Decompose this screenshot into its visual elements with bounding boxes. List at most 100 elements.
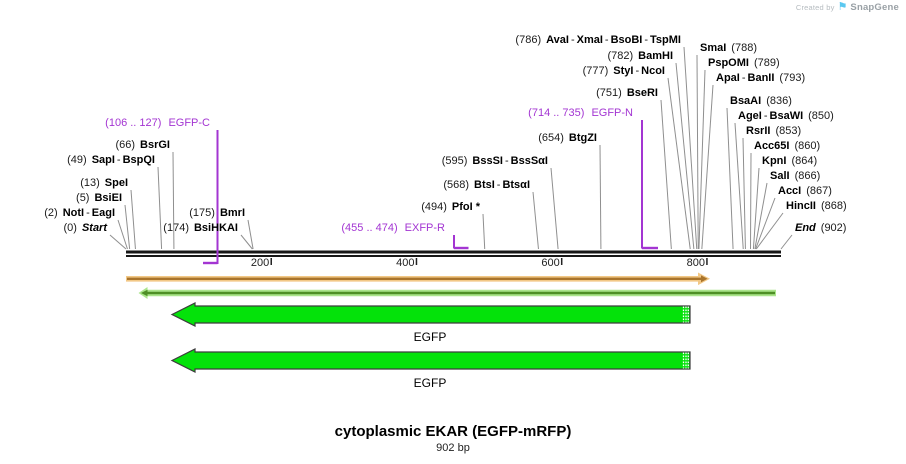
enzyme-label-RsrII[interactable]: RsrII (853): [746, 125, 801, 138]
egfp-feature-arrow-2[interactable]: [170, 348, 691, 373]
enzyme-label-BssSI-BssSαI[interactable]: (595) BssSI - BssSαI: [442, 155, 548, 168]
enzyme-label-BsrGI[interactable]: (66) BsrGI: [115, 139, 170, 152]
map-title-block: cytoplasmic EKAR (EGFP-mRFP) 902 bp: [0, 423, 906, 455]
enzyme-label-BsiEI[interactable]: (5) BsiEI: [76, 192, 122, 205]
enzyme-label-AccI[interactable]: AccI (867): [778, 185, 832, 198]
enzyme-connector-BtgZI: [599, 144, 602, 250]
egfp-feature-label-1: EGFP: [413, 330, 447, 344]
enzyme-label-BmrI-position: (175): [189, 207, 215, 219]
terminus-label-End-name-1: End: [795, 222, 816, 234]
enzyme-label-KpnI[interactable]: KpnI (864): [762, 155, 817, 168]
enzyme-label-StyI-NcoI-name-1: StyI: [613, 65, 634, 77]
enzyme-label-AvaI-XmaI-BsoBI-TspMI-separator-3: -: [644, 34, 649, 46]
primer-label-EGFP-N-range: (714 .. 735): [528, 107, 585, 119]
enzyme-connector-BsiHKAI: [240, 234, 253, 250]
enzyme-label-Acc65I[interactable]: Acc65I (860): [754, 140, 820, 153]
enzyme-label-BtsI-BtsαI-separator-1: -: [496, 179, 501, 191]
primer-label-EGFP-C-name: EGFP-C: [168, 117, 210, 129]
enzyme-label-SapI-BspQI-separator-1: -: [116, 154, 121, 166]
enzyme-connector-SmaI: [696, 54, 699, 250]
enzyme-label-BtgZI[interactable]: (654) BtgZI: [538, 132, 597, 145]
enzyme-connector-AvaI-XmaI-BsoBI-TspMI: [683, 46, 698, 250]
enzyme-label-AgeI-BsaWI-name-2: BsaWI: [769, 110, 804, 122]
snapgene-flag-icon: ⚑: [837, 1, 848, 13]
enzyme-connector-NotI-EagI: [117, 219, 128, 250]
enzyme-label-KpnI-position: (864): [791, 155, 818, 167]
terminus-label-Start[interactable]: (0) Start: [63, 222, 107, 235]
enzyme-connector-AccI: [755, 197, 776, 250]
primer-label-EXFP-R[interactable]: (455 .. 474) EXFP-R: [341, 222, 445, 235]
enzyme-label-AvaI-XmaI-BsoBI-TspMI-name-2: XmaI: [576, 34, 603, 46]
terminus-label-Start-position: (0): [63, 222, 77, 234]
enzyme-label-KpnI-name-1: KpnI: [762, 155, 787, 167]
enzyme-label-NotI-EagI[interactable]: (2) NotI - EagI: [44, 207, 115, 220]
enzyme-label-SpeI[interactable]: (13) SpeI: [80, 177, 128, 190]
enzyme-label-BtsI-BtsαI-name-2: BtsαI: [502, 179, 530, 191]
enzyme-label-BsaAI[interactable]: BsaAI (836): [730, 95, 792, 108]
enzyme-label-BseRI[interactable]: (751) BseRI: [596, 87, 658, 100]
enzyme-label-PspOMI[interactable]: PspOMI (789): [708, 57, 780, 70]
enzyme-label-SmaI-position: (788): [731, 42, 757, 54]
ruler-tick-800: [706, 258, 708, 265]
primer-label-EGFP-C[interactable]: (106 .. 127) EGFP-C: [105, 117, 210, 130]
enzyme-label-SalI[interactable]: SalI (866): [770, 170, 820, 183]
primer-label-EGFP-N[interactable]: (714 .. 735) EGFP-N: [528, 107, 633, 120]
enzyme-label-BssSI-BssSαI-name-2: BssSαI: [510, 155, 548, 167]
enzyme-label-HincII-position: (868): [820, 200, 847, 212]
primer-label-EGFP-N-name: EGFP-N: [591, 107, 633, 119]
enzyme-label-RsrII-position: (853): [775, 125, 802, 137]
terminus-label-End-position: (902): [820, 222, 847, 234]
enzyme-label-PfoI *[interactable]: (494) PfoI *: [421, 201, 480, 214]
enzyme-label-BssSI-BssSαI-name-1: BssSI: [472, 155, 503, 167]
enzyme-label-HincII-name-1: HincII: [786, 200, 816, 212]
enzyme-label-BmrI[interactable]: (175) BmrI: [189, 207, 245, 220]
orange-feature-arrow-core-head: [701, 275, 708, 283]
enzyme-label-SmaI-name-1: SmaI: [700, 42, 727, 54]
enzyme-label-SalI-name-1: SalI: [770, 170, 790, 182]
enzyme-label-BsiHKAI-position: (174): [163, 222, 189, 234]
enzyme-label-ApaI-BanII-name-1: ApaI: [716, 72, 740, 84]
enzyme-label-AccI-position: (867): [806, 185, 832, 197]
enzyme-label-SapI-BspQI[interactable]: (49) SapI - BspQI: [67, 154, 155, 167]
enzyme-connector-KpnI: [752, 167, 760, 250]
enzyme-label-BsiHKAI[interactable]: (174) BsiHKAI: [163, 222, 238, 235]
egfp-feature-arrow-1[interactable]: [170, 302, 691, 327]
enzyme-label-AvaI-XmaI-BsoBI-TspMI[interactable]: (786) AvaI - XmaI - BsoBI - TspMI: [515, 34, 681, 47]
enzyme-label-BseRI-name-1: BseRI: [626, 87, 658, 99]
enzyme-label-PspOMI-name-1: PspOMI: [708, 57, 749, 69]
enzyme-label-NotI-EagI-name-1: NotI: [62, 207, 85, 219]
enzyme-label-SmaI[interactable]: SmaI (788): [700, 42, 757, 55]
terminus-label-End[interactable]: End (902): [795, 222, 846, 235]
enzyme-connector-BssSI-BssSαI: [550, 167, 559, 250]
enzyme-label-HincII[interactable]: HincII (868): [786, 200, 847, 213]
enzyme-label-StyI-NcoI-name-2: NcoI: [641, 65, 665, 77]
enzyme-label-PspOMI-position: (789): [753, 57, 780, 69]
enzyme-label-AccI-name-1: AccI: [778, 185, 802, 197]
enzyme-label-PfoI *-position: (494): [421, 201, 447, 213]
enzyme-label-AgeI-BsaWI[interactable]: AgeI - BsaWI (850): [738, 110, 834, 123]
enzyme-label-ApaI-BanII[interactable]: ApaI - BanII (793): [716, 72, 805, 85]
enzyme-label-SpeI-position: (13): [80, 177, 100, 189]
enzyme-label-BsrGI-position: (66): [115, 139, 136, 151]
enzyme-label-AvaI-XmaI-BsoBI-TspMI-name-3: BsoBI: [610, 34, 643, 46]
enzyme-label-SpeI-name-1: SpeI: [104, 177, 128, 189]
enzyme-connector-BsiEI: [124, 204, 131, 250]
primer-label-EGFP-C-range: (106 .. 127): [105, 117, 162, 129]
enzyme-label-AvaI-XmaI-BsoBI-TspMI-position: (786): [515, 34, 542, 46]
enzyme-connector-SpeI: [130, 189, 136, 250]
enzyme-label-StyI-NcoI-separator-1: -: [635, 65, 640, 77]
enzyme-label-BtsI-BtsαI[interactable]: (568) BtsI - BtsαI: [443, 179, 530, 192]
enzyme-connector-BamHI: [675, 62, 695, 250]
enzyme-label-BamHI[interactable]: (782) BamHI: [607, 50, 673, 63]
enzyme-label-ApaI-BanII-name-2: BanII: [747, 72, 775, 84]
enzyme-label-StyI-NcoI[interactable]: (777) StyI - NcoI: [583, 65, 665, 78]
enzyme-label-AvaI-XmaI-BsoBI-TspMI-separator-2: -: [604, 34, 609, 46]
enzyme-label-NotI-EagI-position: (2): [44, 207, 58, 219]
enzyme-connector-SalI: [754, 182, 768, 250]
ruler-number-600: 600: [541, 257, 560, 269]
enzyme-label-SapI-BspQI-position: (49): [67, 154, 87, 166]
sequence-line-bottom: [126, 255, 781, 257]
terminus-label-Start-name-1: Start: [81, 222, 107, 234]
